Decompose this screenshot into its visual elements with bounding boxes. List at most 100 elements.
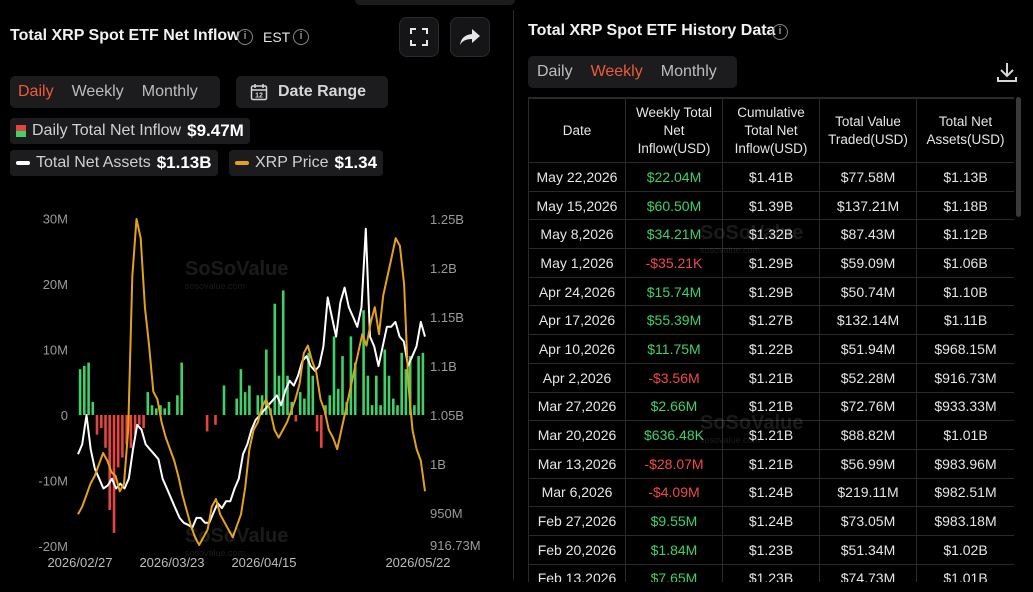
- inflow-bar: [383, 349, 387, 415]
- watermark-logo: SoSoValue sosovalue.com: [700, 412, 804, 445]
- table-row[interactable]: Mar 27,2026 $2.66M $1.21B $72.76M $933.33M: [528, 391, 1014, 422]
- table-row[interactable]: Apr 17,2026 $55.39M $1.27B $132.14M $1.11B: [528, 305, 1014, 336]
- tab-monthly[interactable]: Monthly: [141, 83, 198, 100]
- cell-cumulative: $1.27B: [722, 305, 820, 336]
- col-header-weekly-inflow[interactable]: Weekly Total Net Inflow(USD): [625, 98, 723, 163]
- history-tab-monthly[interactable]: Monthly: [660, 63, 717, 80]
- top-tab-hint: [355, 0, 515, 5]
- panel-divider: [513, 10, 514, 580]
- inflow-bar: [294, 415, 298, 422]
- table-scrollbar[interactable]: [1016, 97, 1021, 217]
- svg-text:12: 12: [255, 93, 263, 100]
- y-right-tick-label: 1.2B: [430, 261, 457, 276]
- price-line: [77, 218, 426, 546]
- col-header-cumulative[interactable]: Cumulative Total Net Inflow(USD): [722, 98, 820, 163]
- period-tabs: Daily Weekly Monthly: [10, 76, 220, 108]
- table-row[interactable]: Apr 24,2026 $15.74M $1.29B $50.74M $1.10B: [528, 276, 1014, 307]
- history-tab-daily[interactable]: Daily: [537, 63, 573, 80]
- cell-traded: $132.14M: [819, 305, 917, 336]
- inflow-bar: [116, 415, 120, 468]
- inflow-bar: [286, 375, 289, 415]
- table-row[interactable]: May 22,2026 $22.04M $1.41B $77.58M $1.13B: [528, 162, 1014, 192]
- y-left-tick-label: -20M: [38, 539, 68, 554]
- inflow-bar: [133, 415, 137, 435]
- table-row[interactable]: Feb 13,2026 $7.65M $1.23B $74.73M $1.01B: [528, 563, 1014, 582]
- cell-cumulative: $1.21B: [722, 391, 820, 422]
- cell-assets: $982.51M: [916, 477, 1014, 508]
- history-info-icon[interactable]: i: [772, 24, 788, 40]
- cell-traded: $74.73M: [819, 563, 917, 582]
- table-row[interactable]: Apr 2,2026 -$3.56M $1.21B $52.28M $916.73M: [528, 362, 1014, 393]
- inflow-bar: [83, 365, 86, 415]
- inflow-bar: [341, 356, 344, 415]
- inflow-bar: [328, 395, 332, 415]
- inflow-bar: [222, 385, 226, 415]
- cell-weekly-inflow: $7.65M: [625, 563, 723, 582]
- calendar-icon: 12: [250, 84, 268, 101]
- inflow-bar: [362, 310, 365, 415]
- table-row[interactable]: May 15,2026 $60.50M $1.39B $137.21M $1.18B: [528, 190, 1014, 221]
- cell-date: Feb 20,2026: [528, 534, 626, 565]
- inflow-bar: [104, 415, 107, 448]
- table-row[interactable]: Mar 6,2026 -$4.09M $1.24B $219.11M $982.51M: [528, 477, 1014, 508]
- inflow-value: $9.47M: [187, 121, 244, 140]
- cell-weekly-inflow: -$3.56M: [625, 362, 723, 393]
- cell-cumulative: $1.29B: [722, 276, 820, 307]
- cell-weekly-inflow: $1.84M: [625, 534, 723, 565]
- chart-title: Total XRP Spot ETF Net Inflow: [10, 27, 240, 44]
- cell-date: Mar 13,2026: [528, 448, 626, 479]
- tab-daily[interactable]: Daily: [18, 83, 54, 100]
- share-button[interactable]: [450, 17, 490, 57]
- inflow-bar: [248, 385, 251, 415]
- table-row[interactable]: Apr 10,2026 $11.75M $1.22B $51.94M $968.15M: [528, 334, 1014, 364]
- col-header-assets[interactable]: Total Net Assets(USD): [916, 98, 1014, 163]
- info-icon[interactable]: i: [237, 29, 253, 45]
- cell-date: May 15,2026: [528, 190, 626, 221]
- inflow-bar: [167, 401, 171, 415]
- history-tab-weekly[interactable]: Weekly: [590, 63, 643, 80]
- inflow-bar: [205, 415, 209, 432]
- inflow-bar: [298, 392, 302, 415]
- table-row[interactable]: May 1,2026 -$35.21K $1.29B $59.09M $1.06B: [528, 248, 1014, 278]
- inflow-bar: [129, 415, 133, 448]
- table-row[interactable]: Feb 20,2026 $1.84M $1.23B $51.34M $1.02B: [528, 534, 1014, 565]
- cell-date: May 8,2026: [528, 219, 626, 250]
- inflow-bar: [277, 375, 281, 415]
- inflow-chart[interactable]: 30M 20M 10M 0 -10M -20M 1.25B 1.2B 1.15B 1.1B 1.05…: [0, 200, 510, 580]
- y-right-tick-label: 1.25B: [430, 212, 464, 227]
- inflow-bar: [404, 369, 408, 416]
- table-row[interactable]: May 8,2026 $34.21M $1.32B $87.43M $1.12B: [528, 219, 1014, 250]
- inflow-bar: [235, 398, 238, 415]
- timezone-info-icon[interactable]: i: [293, 29, 309, 45]
- inflow-label: Daily Total Net Inflow: [32, 122, 182, 139]
- history-table[interactable]: Date Weekly Total Net Inflow(USD) Cumula…: [528, 97, 1014, 582]
- inflow-bar: [311, 375, 315, 415]
- tab-weekly[interactable]: Weekly: [71, 83, 124, 100]
- y-right-tick-label: 1B: [430, 457, 446, 472]
- fullscreen-button[interactable]: [399, 17, 439, 57]
- inflow-bar: [214, 415, 217, 425]
- date-range-button[interactable]: 12 Date Range: [236, 76, 388, 108]
- inflow-stat: Daily Total Net Inflow $9.47M: [10, 118, 250, 144]
- inflow-bar: [387, 375, 391, 415]
- col-header-date[interactable]: Date: [528, 98, 626, 163]
- download-button[interactable]: [995, 60, 1019, 84]
- y-left-tick-label: 20M: [43, 277, 68, 292]
- table-row[interactable]: Mar 13,2026 -$28.07M $1.21B $56.99M $983.96M: [528, 448, 1014, 479]
- inflow-bar: [413, 405, 416, 415]
- cell-cumulative: $1.24B: [722, 477, 820, 508]
- date-range-label: Date Range: [278, 83, 367, 100]
- col-header-traded[interactable]: Total Value Traded(USD): [819, 98, 917, 163]
- table-row[interactable]: Feb 27,2026 $9.55M $1.24B $73.05M $983.18M: [528, 506, 1014, 536]
- price-label: XRP Price: [255, 154, 329, 171]
- inflow-bar: [243, 392, 247, 415]
- inflow-bar: [307, 352, 310, 415]
- cell-traded: $87.43M: [819, 219, 917, 250]
- inflow-bar: [396, 405, 399, 415]
- assets-value: $1.13B: [156, 153, 212, 172]
- history-title: Total XRP Spot ETF History Data: [528, 22, 776, 39]
- inflow-bar: [421, 352, 425, 415]
- cell-weekly-inflow: -$4.09M: [625, 477, 723, 508]
- y-right-tick-label: 916.73M: [430, 538, 481, 553]
- cell-assets: $1.12B: [916, 219, 1014, 250]
